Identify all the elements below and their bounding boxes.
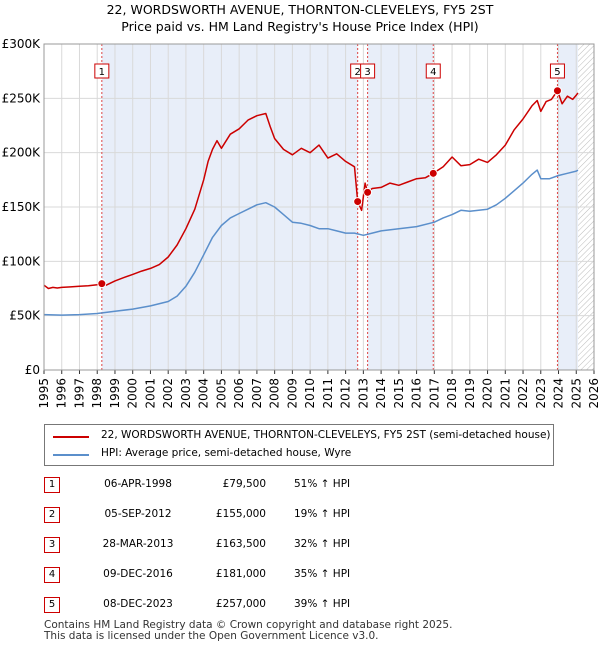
footer-copyright: Contains HM Land Registry data © Crown c… [44,619,453,631]
x-tick-label: 2006 [232,378,246,409]
x-tick-label: 1997 [72,378,86,409]
sale-price: £181,000 [215,568,266,580]
sale-point [353,197,363,207]
sale-hpi: 32% ↑ HPI [294,538,351,550]
sale-label-box [549,63,565,79]
sale-label: 5 [554,67,560,78]
x-tick-label: 2015 [392,378,406,409]
y-tick-label: £200K [2,146,42,160]
sale-hpi: 39% ↑ HPI [294,598,351,610]
sale-row: 1 06-APR-1998 £79,500 51% ↑ HPI [44,474,584,504]
x-tick-label: 2004 [197,378,211,409]
sale-hpi: 51% ↑ HPI [294,478,351,490]
sale-number: 1 [44,477,60,493]
x-tick-label: 2022 [516,378,530,409]
x-tick-label: 2017 [427,378,441,409]
sale-number: 3 [44,537,60,553]
sale-point [428,168,438,178]
sale-date: 08-DEC-2023 [103,598,173,610]
chart-legend: 22, WORDSWORTH AVENUE, THORNTON-CLEVELEY… [44,424,554,466]
legend-label-property: 22, WORDSWORTH AVENUE, THORNTON-CLEVELEY… [101,429,551,441]
sale-price: £163,500 [215,538,266,550]
sale-row: 2 05-SEP-2012 £155,000 19% ↑ HPI [44,504,584,534]
y-tick-label: £50K [9,309,41,323]
sale-point [363,187,373,197]
sale-point [97,279,107,289]
sale-row: 3 28-MAR-2013 £163,500 32% ↑ HPI [44,534,584,564]
x-tick-label: 2003 [179,378,193,409]
y-tick-label: £150K [2,200,42,214]
chart-title: 22, WORDSWORTH AVENUE, THORNTON-CLEVELEY… [106,2,494,17]
property-price-line [43,89,579,290]
x-tick-label: 2023 [534,378,548,409]
x-tick-label: 2012 [339,378,353,409]
sale-label-box [94,63,110,79]
x-tick-label: 2011 [321,378,335,409]
y-tick-label: £300K [2,37,42,51]
x-tick-label: 2025 [569,378,583,409]
sale-hpi: 19% ↑ HPI [294,508,351,520]
sale-number: 2 [44,507,60,523]
legend-swatch-hpi [53,454,89,456]
x-tick-label: 1996 [55,378,69,409]
sale-price: £257,000 [215,598,266,610]
x-tick-label: 2014 [374,378,388,409]
sale-price: £79,500 [222,478,266,490]
x-tick-label: 2007 [250,378,264,409]
sale-date: 05-SEP-2012 [104,508,172,520]
x-tick-label: 2020 [481,378,495,409]
x-tick-label: 2026 [587,378,600,409]
x-tick-label: 1995 [37,378,51,409]
x-tick-label: 2002 [161,378,175,409]
y-tick-label: £250K [2,91,42,105]
sale-row: 4 09-DEC-2016 £181,000 35% ↑ HPI [44,564,584,594]
chart-subtitle: Price paid vs. HM Land Registry's House … [121,19,479,34]
x-tick-label: 2021 [498,378,512,409]
x-tick-label: 2013 [356,378,370,409]
sales-table: 1 06-APR-1998 £79,500 51% ↑ HPI 2 05-SEP… [44,474,584,624]
legend-label-hpi: HPI: Average price, semi-detached house,… [101,447,352,459]
x-tick-label: 2010 [303,378,317,409]
sale-hpi: 35% ↑ HPI [294,568,351,580]
x-tick-label: 2008 [268,378,282,409]
x-tick-label: 2019 [463,378,477,409]
sale-price: £155,000 [215,508,266,520]
sale-date: 09-DEC-2016 [103,568,173,580]
x-tick-label: 1998 [90,378,104,409]
x-tick-label: 2016 [410,378,424,409]
sale-date: 28-MAR-2013 [102,538,174,550]
plot-border [43,43,595,371]
x-tick-label: 2000 [126,378,140,409]
y-tick-label: £0 [25,363,40,377]
x-tick-label: 1999 [108,378,122,409]
sale-label-box [425,63,441,79]
legend-swatch-property [53,436,89,438]
sale-number: 4 [44,567,60,583]
sale-label: 1 [99,67,105,78]
footer-license: This data is licensed under the Open Gov… [44,630,379,642]
x-tick-label: 2018 [445,378,459,409]
hpi-line [43,169,579,316]
sale-label: 3 [364,67,370,78]
sale-date: 06-APR-1998 [104,478,172,490]
sale-label-box [360,63,376,79]
x-tick-label: 2024 [552,378,566,409]
footer: Contains HM Land Registry data © Crown c… [44,620,452,642]
x-tick-label: 2009 [285,378,299,409]
y-tick-label: £100K [2,254,42,268]
sale-label: 2 [354,67,360,78]
sale-row: 5 08-DEC-2023 £257,000 39% ↑ HPI [44,594,584,624]
sale-number: 5 [44,597,60,613]
sale-point [552,86,562,96]
x-tick-label: 2001 [143,378,157,409]
sale-label: 4 [430,67,436,78]
x-tick-label: 2005 [214,378,228,409]
